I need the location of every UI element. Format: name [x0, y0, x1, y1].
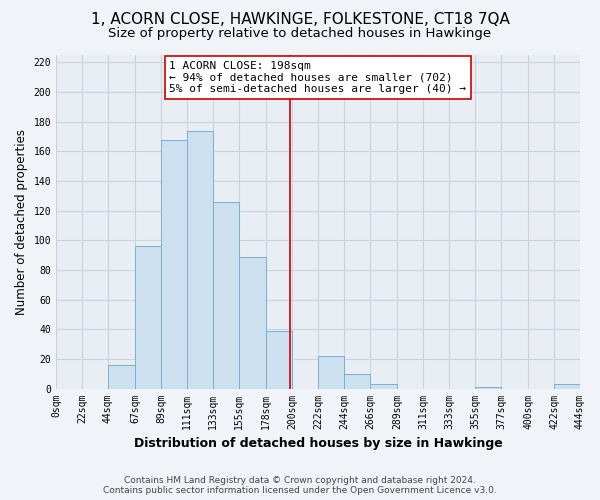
Bar — [108, 365, 135, 388]
X-axis label: Distribution of detached houses by size in Hawkinge: Distribution of detached houses by size … — [134, 437, 502, 450]
Bar — [135, 246, 161, 388]
Bar — [370, 384, 397, 388]
Bar — [213, 202, 239, 388]
Bar — [187, 130, 213, 388]
Y-axis label: Number of detached properties: Number of detached properties — [15, 129, 28, 315]
Text: Contains HM Land Registry data © Crown copyright and database right 2024.
Contai: Contains HM Land Registry data © Crown c… — [103, 476, 497, 495]
Bar — [554, 384, 580, 388]
Bar — [344, 374, 370, 388]
Bar — [239, 256, 266, 388]
Bar — [318, 356, 344, 388]
Bar — [161, 140, 187, 388]
Text: Size of property relative to detached houses in Hawkinge: Size of property relative to detached ho… — [109, 28, 491, 40]
Text: 1, ACORN CLOSE, HAWKINGE, FOLKESTONE, CT18 7QA: 1, ACORN CLOSE, HAWKINGE, FOLKESTONE, CT… — [91, 12, 509, 28]
Text: 1 ACORN CLOSE: 198sqm
← 94% of detached houses are smaller (702)
5% of semi-deta: 1 ACORN CLOSE: 198sqm ← 94% of detached … — [169, 61, 466, 94]
Bar — [475, 387, 501, 388]
Bar — [266, 330, 292, 388]
